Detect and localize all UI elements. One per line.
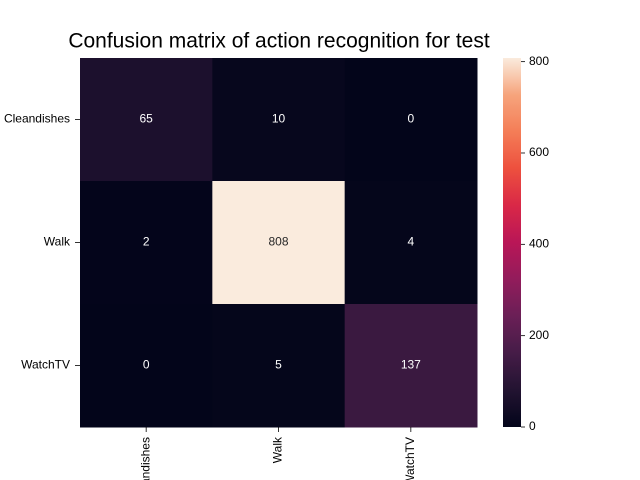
x-tick-label: WatchTV [403, 437, 417, 480]
heatmap-cell [212, 304, 346, 428]
y-tick-label: Walk [44, 235, 71, 249]
colorbar-tick-label: 200 [529, 328, 549, 342]
cell-label: 65 [139, 112, 153, 126]
colorbar-tick-label: 600 [529, 145, 549, 159]
chart-title: Confusion matrix of action recognition f… [68, 30, 490, 53]
cell-label: 10 [272, 112, 286, 126]
colorbar [503, 58, 521, 427]
heatmap-cell [344, 304, 478, 428]
heatmap-cell [344, 181, 478, 305]
heatmap-cell [212, 58, 346, 182]
y-tick-label: Cleandishes [4, 112, 70, 126]
cell-label: 4 [407, 235, 414, 249]
heatmap-cell [344, 58, 478, 182]
heatmap-cell [212, 181, 346, 305]
cell-label: 137 [401, 358, 421, 372]
y-tick-label: WatchTV [21, 358, 70, 372]
cell-label: 2 [143, 235, 150, 249]
heatmap-cell [80, 58, 213, 182]
colorbar-tick-label: 0 [529, 419, 536, 433]
cell-label: 5 [275, 358, 282, 372]
cell-label: 808 [268, 235, 288, 249]
x-tick-label: Cleandishes [138, 437, 152, 480]
heatmap-cell [80, 181, 213, 305]
x-tick-label: Walk [271, 436, 285, 463]
cell-label: 0 [407, 112, 414, 126]
colorbar-tick-label: 400 [529, 236, 549, 250]
colorbar-tick-label: 800 [529, 54, 549, 68]
heatmap-cell [80, 304, 213, 428]
cell-label: 0 [143, 358, 150, 372]
